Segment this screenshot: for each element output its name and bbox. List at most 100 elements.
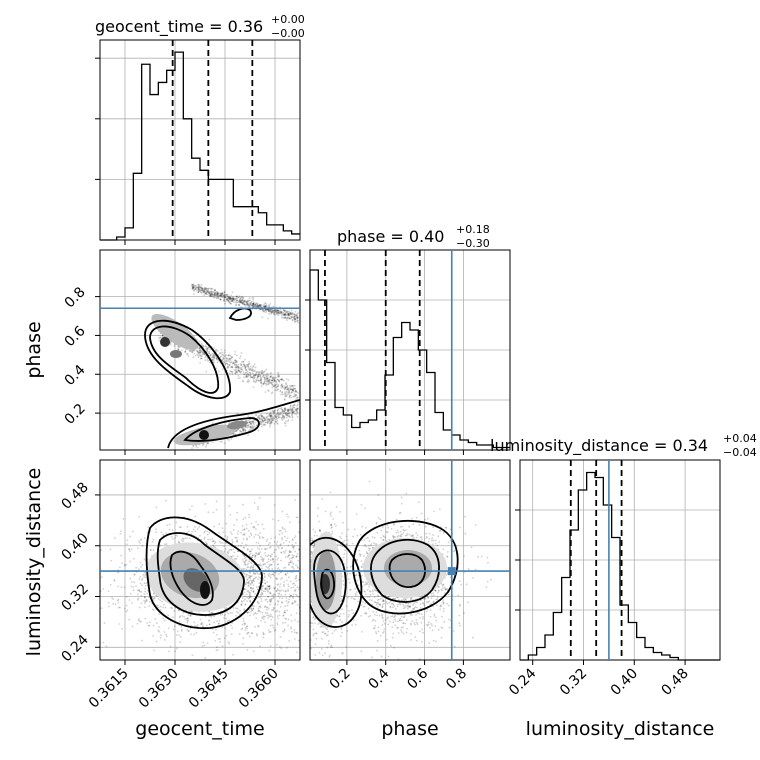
sample-point xyxy=(220,292,223,295)
sample-point xyxy=(281,577,284,579)
sample-point xyxy=(264,563,266,565)
sample-point xyxy=(248,560,250,563)
sample-point xyxy=(140,602,143,605)
sample-point xyxy=(202,623,204,625)
sample-point xyxy=(274,414,277,417)
sample-point xyxy=(213,291,216,294)
sample-point xyxy=(251,304,254,307)
sample-point xyxy=(280,593,283,596)
sample-point xyxy=(273,311,276,314)
sample-point xyxy=(159,599,162,602)
sample-point xyxy=(189,349,192,352)
sample-point xyxy=(264,590,267,593)
sample-point xyxy=(262,382,265,385)
sample-point xyxy=(247,513,250,516)
sample-point xyxy=(248,595,251,598)
sample-point xyxy=(281,537,284,539)
sample-point xyxy=(283,314,286,317)
sample-point xyxy=(272,305,275,308)
sample-point xyxy=(133,573,136,576)
sample-point xyxy=(268,425,271,428)
sample-point xyxy=(237,544,240,547)
sample-point xyxy=(244,429,247,432)
sample-point xyxy=(258,304,261,307)
contour-level xyxy=(145,516,263,629)
sample-point xyxy=(291,539,294,542)
sample-point xyxy=(201,289,204,292)
sample-point xyxy=(268,419,271,422)
sample-point xyxy=(285,411,288,414)
sample-point xyxy=(281,546,284,549)
sample-point xyxy=(282,384,284,387)
sample-point xyxy=(140,594,143,597)
sample-point xyxy=(282,379,285,382)
sample-point xyxy=(252,377,255,380)
sample-point xyxy=(196,286,199,289)
sample-point xyxy=(273,587,276,589)
sample-point xyxy=(267,554,270,557)
sample-point xyxy=(172,537,174,540)
sample-point xyxy=(220,292,223,295)
sample-point xyxy=(157,606,160,609)
sample-point xyxy=(243,358,246,361)
sample-point xyxy=(202,290,205,293)
sample-point xyxy=(213,294,216,297)
sample-point xyxy=(276,623,279,626)
sample-point xyxy=(212,354,215,357)
sample-point xyxy=(230,548,233,551)
sample-point xyxy=(261,309,264,312)
sample-point xyxy=(238,299,241,302)
sample-point xyxy=(247,566,250,568)
sample-point xyxy=(269,542,271,544)
sample-point xyxy=(294,321,296,323)
sample-point xyxy=(271,383,274,386)
sample-point xyxy=(269,587,271,590)
sample-point xyxy=(272,412,275,415)
sample-point xyxy=(209,294,212,296)
sample-point xyxy=(200,357,203,360)
sample-point xyxy=(231,627,234,629)
sample-point xyxy=(262,309,265,312)
sample-point xyxy=(288,411,291,414)
sample-point xyxy=(118,566,121,569)
sample-point xyxy=(297,620,299,623)
sample-point xyxy=(227,296,230,298)
sample-point xyxy=(276,309,279,311)
sample-point xyxy=(254,556,257,558)
sample-point xyxy=(291,561,294,564)
sample-point xyxy=(270,420,273,423)
sample-point xyxy=(254,305,257,308)
sample-point xyxy=(265,379,268,381)
sample-point xyxy=(297,598,299,600)
sample-point xyxy=(175,521,178,524)
sample-point xyxy=(275,413,278,416)
sample-point xyxy=(244,588,247,591)
sample-point xyxy=(231,356,234,359)
sample-point xyxy=(242,546,245,549)
sample-point xyxy=(201,288,204,290)
sample-point xyxy=(251,369,253,372)
sample-point xyxy=(191,610,194,613)
sample-point xyxy=(226,362,229,365)
sample-point xyxy=(251,548,253,551)
sample-point xyxy=(257,416,259,419)
sample-point xyxy=(208,291,211,294)
sample-point xyxy=(224,355,227,358)
sample-point xyxy=(293,631,296,634)
sample-point xyxy=(175,634,178,636)
density-region xyxy=(151,313,199,351)
sample-point xyxy=(165,635,168,638)
sample-point xyxy=(247,378,250,381)
sample-point xyxy=(215,294,218,297)
sample-point xyxy=(223,296,226,299)
sample-point xyxy=(259,563,261,565)
sample-point xyxy=(287,408,290,411)
sample-point xyxy=(223,545,225,548)
sample-point xyxy=(223,361,225,364)
sample-point xyxy=(264,547,266,550)
sample-point xyxy=(212,544,214,547)
sample-point xyxy=(244,429,247,431)
sample-point xyxy=(238,301,241,304)
sample-point xyxy=(228,360,231,363)
sample-point xyxy=(184,537,187,540)
